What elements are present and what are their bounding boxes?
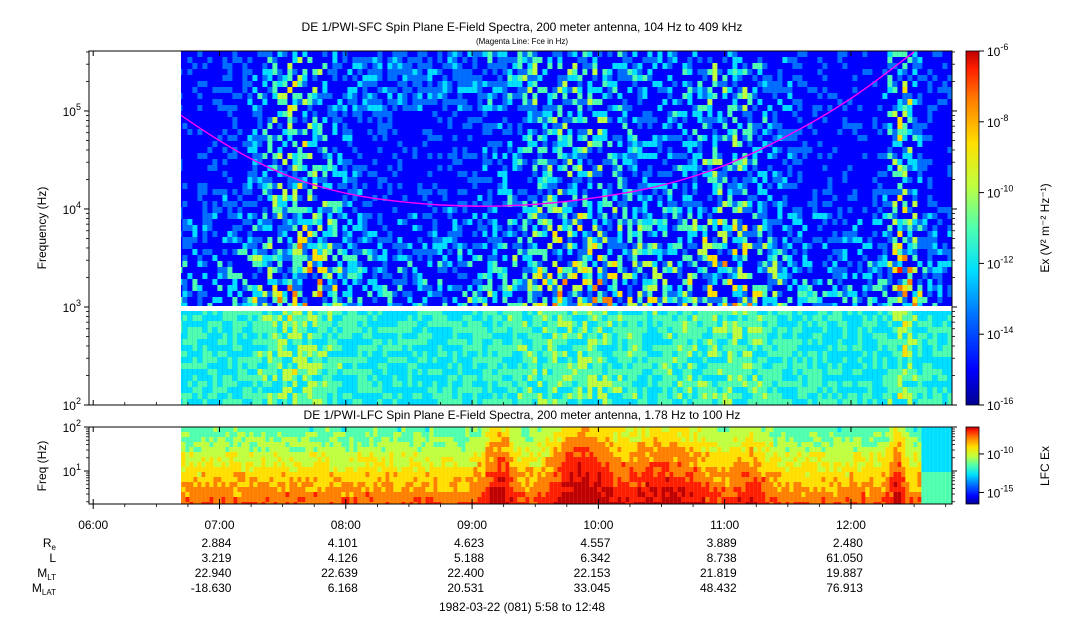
lfc-colorbar: 10-10 10-15 LFC Ex xyxy=(965,426,1052,505)
ephemeris-value: 4.623 xyxy=(454,536,484,550)
ephemeris-row-label: MLT xyxy=(37,566,56,582)
colorbar-tick-label: 10-16 xyxy=(987,396,1013,413)
sfc-y-label: Frequency (Hz) xyxy=(35,187,49,270)
x-tick-label: 11:00 xyxy=(710,518,739,532)
lfc-frame xyxy=(88,426,953,505)
colorbar-tick-label: 10-12 xyxy=(987,254,1013,271)
lfc-colorbar-label: LFC Ex xyxy=(1038,446,1052,486)
ephemeris-row-label: Re xyxy=(43,536,57,552)
x-tick-label: 06:00 xyxy=(78,518,108,532)
lfc-heatmap xyxy=(181,427,952,504)
lfc-panel: 101 102 Freq (Hz) xyxy=(35,418,957,505)
ephemeris-value: 61.050 xyxy=(826,551,863,565)
sfc-colorbar: 10-6 10-8 10-10 10-12 10-14 10-16 Ex (V² m⁻² … xyxy=(965,42,1052,413)
lfc-y-label: Freq (Hz) xyxy=(35,441,49,492)
fce-line xyxy=(181,51,915,207)
colorbar-tick-label: 10-8 xyxy=(987,113,1008,130)
sfc-panel: 102 103 104 105 Frequency (Hz) xyxy=(35,50,957,413)
ephemeris-value: 33.045 xyxy=(574,581,611,595)
colorbar-tick-label: 10-10 xyxy=(987,184,1013,201)
ephemeris-value: 20.531 xyxy=(447,581,484,595)
ephemeris-value: 2.884 xyxy=(201,536,231,550)
ephemeris-value: 22.153 xyxy=(574,566,611,580)
ephemeris-value: 22.940 xyxy=(195,566,232,580)
ephemeris-value: 5.188 xyxy=(454,551,484,565)
y-tick-label: 103 xyxy=(63,298,81,315)
sfc-subtitle: (Magenta Line: Fce in Hz) xyxy=(476,37,568,46)
sfc-data-gap xyxy=(181,306,952,311)
x-tick-label: 08:00 xyxy=(331,518,361,532)
sfc-frame xyxy=(88,50,953,406)
ephemeris-value: 4.557 xyxy=(580,536,610,550)
ephemeris-value: 22.400 xyxy=(447,566,484,580)
colorbar-tick-label: 10-15 xyxy=(987,483,1013,500)
x-tick-label: 09:00 xyxy=(457,518,487,532)
ephemeris-value: 2.480 xyxy=(833,536,863,550)
ephemeris-row-label: L xyxy=(49,551,56,565)
y-tick-label: 102 xyxy=(63,396,81,413)
y-tick-label: 104 xyxy=(63,200,81,217)
sfc-heatmap xyxy=(181,51,952,405)
sfc-colorbar-label: Ex (V² m⁻² Hz⁻¹) xyxy=(1038,183,1052,272)
ephemeris-value: 48.432 xyxy=(700,581,737,595)
x-tick-label: 07:00 xyxy=(204,518,234,532)
sfc-y-axis: 102 103 104 105 xyxy=(63,51,957,413)
date-range-label: 1982-03-22 (081) 5:58 to 12:48 xyxy=(439,600,605,614)
x-axis: 06:00 07:00 08:00 09:00 10:00 11:00 12:00 xyxy=(78,51,947,532)
colorbar-tick-label: 10-14 xyxy=(987,325,1013,342)
ephemeris-value: 21.819 xyxy=(700,566,737,580)
ephemeris-value: 22.639 xyxy=(321,566,358,580)
ephemeris-value: 4.126 xyxy=(328,551,358,565)
y-tick-label: 101 xyxy=(63,462,81,479)
lfc-y-axis: 101 102 xyxy=(63,418,957,503)
y-tick-label: 102 xyxy=(63,418,81,435)
sfc-title: DE 1/PWI-SFC Spin Plane E-Field Spectra,… xyxy=(302,20,743,34)
x-tick-label: 10:00 xyxy=(583,518,613,532)
ephemeris-value: 6.342 xyxy=(580,551,610,565)
ephemeris-value: 3.889 xyxy=(707,536,737,550)
ephemeris-value: -18.630 xyxy=(191,581,232,595)
y-tick-label: 105 xyxy=(63,102,81,119)
ephemeris-value: 8.738 xyxy=(707,551,737,565)
ephemeris-table: Re 2.884 4.101 4.623 4.557 3.889 2.480 L 3.219 4.… xyxy=(32,536,863,597)
ephemeris-row-label: MLAT xyxy=(32,581,56,597)
colorbar-tick-label: 10-6 xyxy=(987,42,1008,59)
ephemeris-value: 6.168 xyxy=(328,581,358,595)
ephemeris-value: 3.219 xyxy=(201,551,231,565)
colorbar-tick-label: 10-10 xyxy=(987,445,1013,462)
ephemeris-value: 76.913 xyxy=(826,581,863,595)
ephemeris-value: 19.887 xyxy=(826,566,863,580)
ephemeris-value: 4.101 xyxy=(328,536,358,550)
x-tick-label: 12:00 xyxy=(836,518,866,532)
lfc-title: DE 1/PWI-LFC Spin Plane E-Field Spectra,… xyxy=(304,408,741,422)
